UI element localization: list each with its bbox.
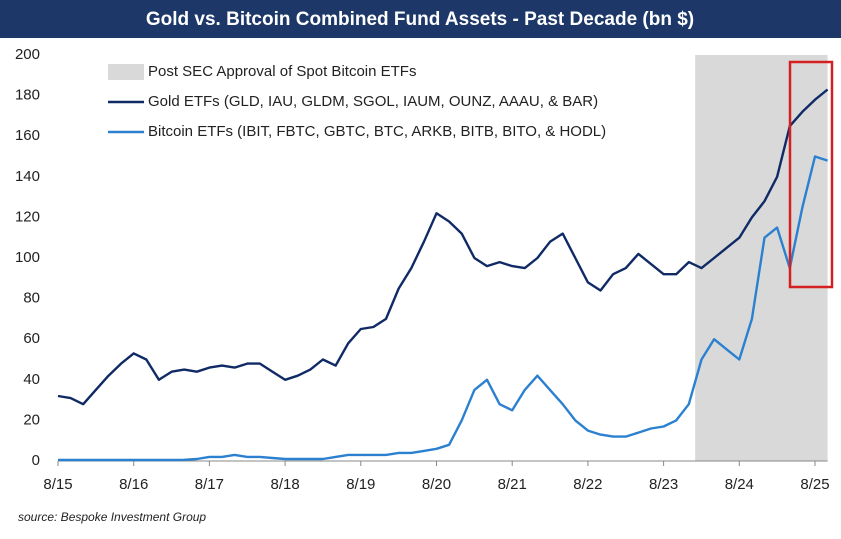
series-line <box>57 88 829 406</box>
legend-label: Gold ETFs (GLD, IAU, GLDM, SGOL, IAUM, O… <box>148 93 598 110</box>
y-tick-label: 160 <box>15 127 40 144</box>
legend-swatch <box>108 64 144 80</box>
y-tick-label: 120 <box>15 208 40 225</box>
x-tick-label: 8/21 <box>498 476 527 493</box>
source-note: source: Bespoke Investment Group <box>18 510 206 524</box>
x-tick-label: 8/19 <box>346 476 375 493</box>
x-tick-label: 8/25 <box>800 476 829 493</box>
title-bar <box>0 0 841 38</box>
legend-label: Post SEC Approval of Spot Bitcoin ETFs <box>148 63 416 80</box>
y-tick-label: 40 <box>23 371 40 388</box>
x-tick-label: 8/15 <box>43 476 72 493</box>
x-tick-label: 8/23 <box>649 476 678 493</box>
x-tick-label: 8/20 <box>422 476 451 493</box>
chart-title: Gold vs. Bitcoin Combined Fund Assets - … <box>146 9 694 30</box>
x-tick-label: 8/24 <box>725 476 754 493</box>
y-tick-label: 140 <box>15 168 40 185</box>
y-tick-label: 200 <box>15 46 40 63</box>
x-tick-label: 8/17 <box>195 476 224 493</box>
y-tick-label: 60 <box>23 330 40 347</box>
y-tick-label: 80 <box>23 290 40 307</box>
x-tick-label: 8/22 <box>573 476 602 493</box>
x-tick-label: 8/18 <box>270 476 299 493</box>
y-tick-label: 20 <box>23 411 40 428</box>
x-tick-label: 8/16 <box>119 476 148 493</box>
legend-label: Bitcoin ETFs (IBIT, FBTC, GBTC, BTC, ARK… <box>148 123 606 140</box>
highlight-box <box>788 60 834 289</box>
y-tick-label: 0 <box>32 452 40 469</box>
series-line <box>58 155 828 462</box>
plot-area: 0 20 40 60 80 100 120 140 160 180 200 8/15 8/16 8/17 8… <box>15 46 830 493</box>
y-tick-label: 180 <box>15 87 40 104</box>
y-tick-label: 100 <box>15 249 40 266</box>
